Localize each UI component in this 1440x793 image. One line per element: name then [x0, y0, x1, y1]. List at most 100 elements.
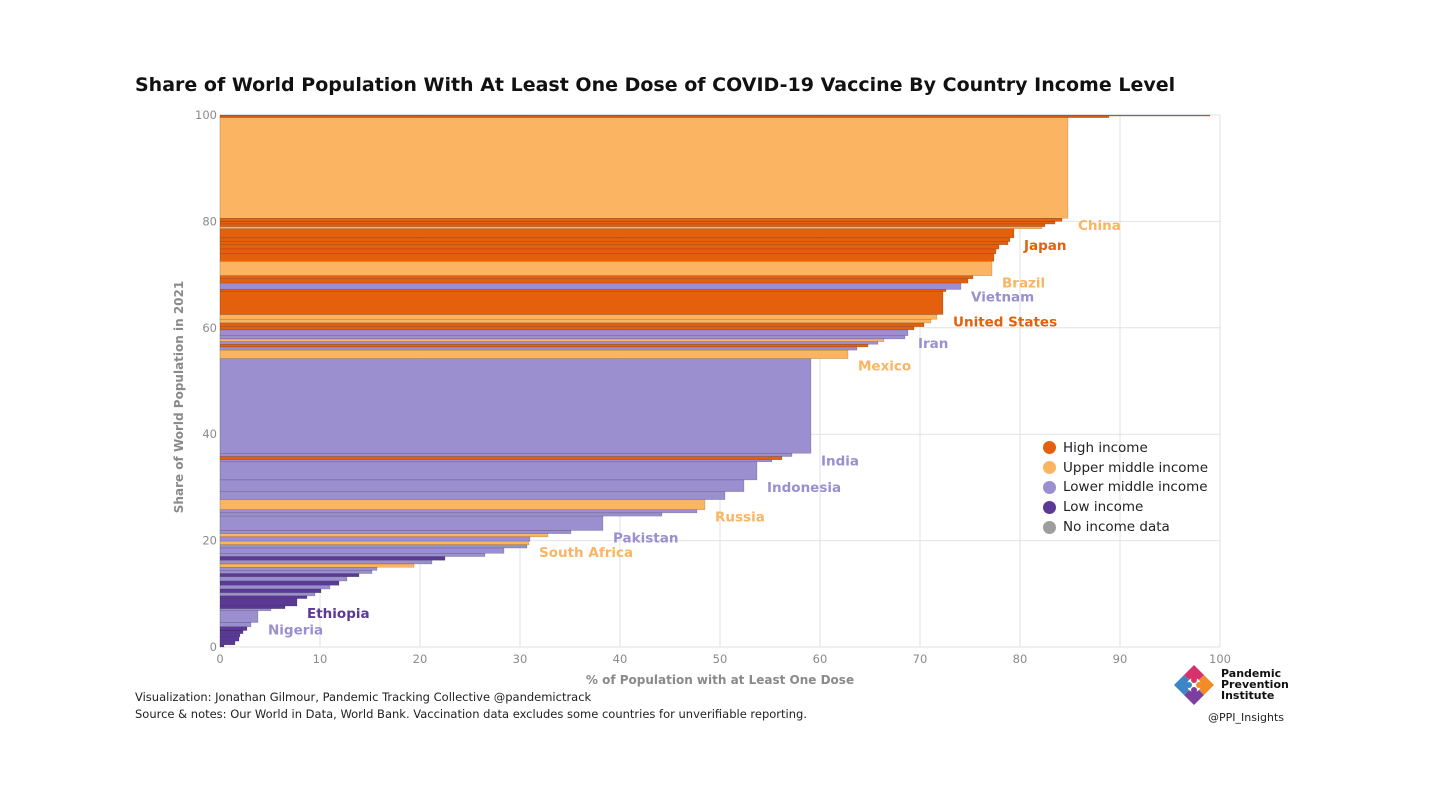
- bar: [219, 626, 248, 631]
- bar: [219, 560, 433, 565]
- bar: [219, 289, 947, 292]
- country-label: Ethiopia: [307, 606, 370, 622]
- country-label: United States: [953, 315, 1057, 331]
- bar: [219, 319, 932, 324]
- bar: [219, 314, 938, 320]
- legend-item: Lower middle income: [1043, 478, 1208, 498]
- bar: [219, 540, 530, 546]
- bar: [219, 509, 698, 514]
- bar: [219, 630, 244, 634]
- bar: [219, 598, 298, 607]
- x-tick-label: 40: [613, 652, 628, 666]
- y-tick-label: 80: [202, 214, 217, 228]
- bar: [219, 530, 572, 534]
- bar: [219, 536, 531, 542]
- y-tick-label: 20: [202, 534, 217, 548]
- bar: [219, 237, 1011, 242]
- x-tick-label: 70: [913, 652, 928, 666]
- bar: [219, 556, 446, 561]
- bar: [219, 633, 241, 638]
- y-axis-title: Share of World Population in 2021: [172, 281, 186, 513]
- legend-item: Low income: [1043, 497, 1208, 517]
- bar: [219, 533, 549, 538]
- bar: [219, 570, 373, 574]
- bar: [219, 563, 415, 568]
- bar: [219, 479, 745, 492]
- bar: [219, 341, 879, 345]
- bar: [219, 573, 360, 577]
- country-label: Vietnam: [971, 289, 1034, 305]
- bar: [219, 291, 944, 315]
- country-label: South Africa: [539, 545, 633, 561]
- bar: [219, 544, 528, 549]
- legend: High income Upper middle income Lower midd…: [1043, 438, 1208, 537]
- legend-label: Upper middle income: [1063, 459, 1208, 476]
- bar: [219, 344, 869, 348]
- bar: [219, 453, 793, 457]
- bar: [219, 491, 726, 500]
- bar: [219, 278, 969, 284]
- bar: [219, 226, 1043, 230]
- bar: [219, 275, 974, 280]
- bar: [219, 223, 1046, 227]
- country-label: Mexico: [858, 359, 911, 375]
- legend-label: No income data: [1063, 519, 1170, 536]
- bar: [219, 515, 604, 531]
- bars: [219, 114, 1211, 648]
- logo-handle: @PPI_Insights: [1208, 711, 1285, 724]
- bar: [219, 253, 995, 262]
- x-tick-label: 10: [313, 652, 328, 666]
- bar: [219, 580, 340, 586]
- bar: [219, 117, 1069, 219]
- credit-visualization: Visualization: Jonathan Gilmour, Pandemi…: [135, 690, 592, 704]
- bar: [219, 636, 240, 642]
- y-tick-label: 60: [202, 321, 217, 335]
- legend-item: Upper middle income: [1043, 458, 1208, 478]
- bar: [219, 592, 316, 597]
- axis-ticks: 0 10 20 30 40 50 60 70 80 90 100 0 20 40 60 80 100: [195, 108, 1231, 666]
- chart-title: Share of World Population With At Least …: [135, 74, 1176, 96]
- bar: [219, 349, 849, 359]
- bar: [219, 459, 773, 463]
- bar: [219, 588, 322, 593]
- country-label: Iran: [918, 336, 948, 352]
- legend-swatch: [1043, 441, 1056, 455]
- bar: [219, 585, 331, 590]
- bar: [219, 115, 1110, 118]
- x-tick-label: 50: [713, 652, 728, 666]
- country-label: Indonesia: [767, 480, 841, 496]
- bar: [219, 553, 486, 557]
- bar: [219, 261, 993, 276]
- bar: [219, 461, 758, 481]
- bar: [219, 499, 706, 510]
- legend-label: High income: [1063, 439, 1148, 456]
- country-label: Russia: [715, 510, 765, 526]
- legend-label: Lower middle income: [1063, 479, 1208, 496]
- logo-line-2: Prevention: [1221, 678, 1289, 691]
- country-label: India: [821, 453, 859, 469]
- ppi-logo-icon: [1174, 665, 1214, 705]
- bar: [219, 241, 1009, 246]
- bar: [219, 244, 1000, 250]
- y-tick-label: 100: [195, 108, 217, 122]
- bar: [219, 640, 236, 646]
- x-tick-label: 0: [216, 652, 223, 666]
- legend-label: Low income: [1063, 499, 1144, 516]
- logo-line-3: Institute: [1221, 689, 1275, 702]
- bar: [219, 512, 663, 517]
- bar: [219, 644, 225, 648]
- bar: [219, 547, 505, 554]
- bar: [219, 338, 885, 342]
- bar: [219, 608, 272, 612]
- y-tick-label: 0: [210, 640, 217, 654]
- legend-item: High income: [1043, 438, 1208, 458]
- legend-swatch: [1043, 500, 1056, 514]
- country-label: Brazil: [1002, 276, 1045, 292]
- logo-wordmark: Pandemic Prevention Institute: [1221, 668, 1289, 701]
- x-axis-title: % of Population with at Least One Dose: [586, 673, 854, 687]
- bar: [219, 322, 925, 327]
- country-label: Pakistan: [613, 530, 678, 546]
- legend-swatch: [1043, 461, 1056, 475]
- credit-source: Source & notes: Our World in Data, World…: [135, 707, 807, 721]
- x-tick-label: 90: [1113, 652, 1128, 666]
